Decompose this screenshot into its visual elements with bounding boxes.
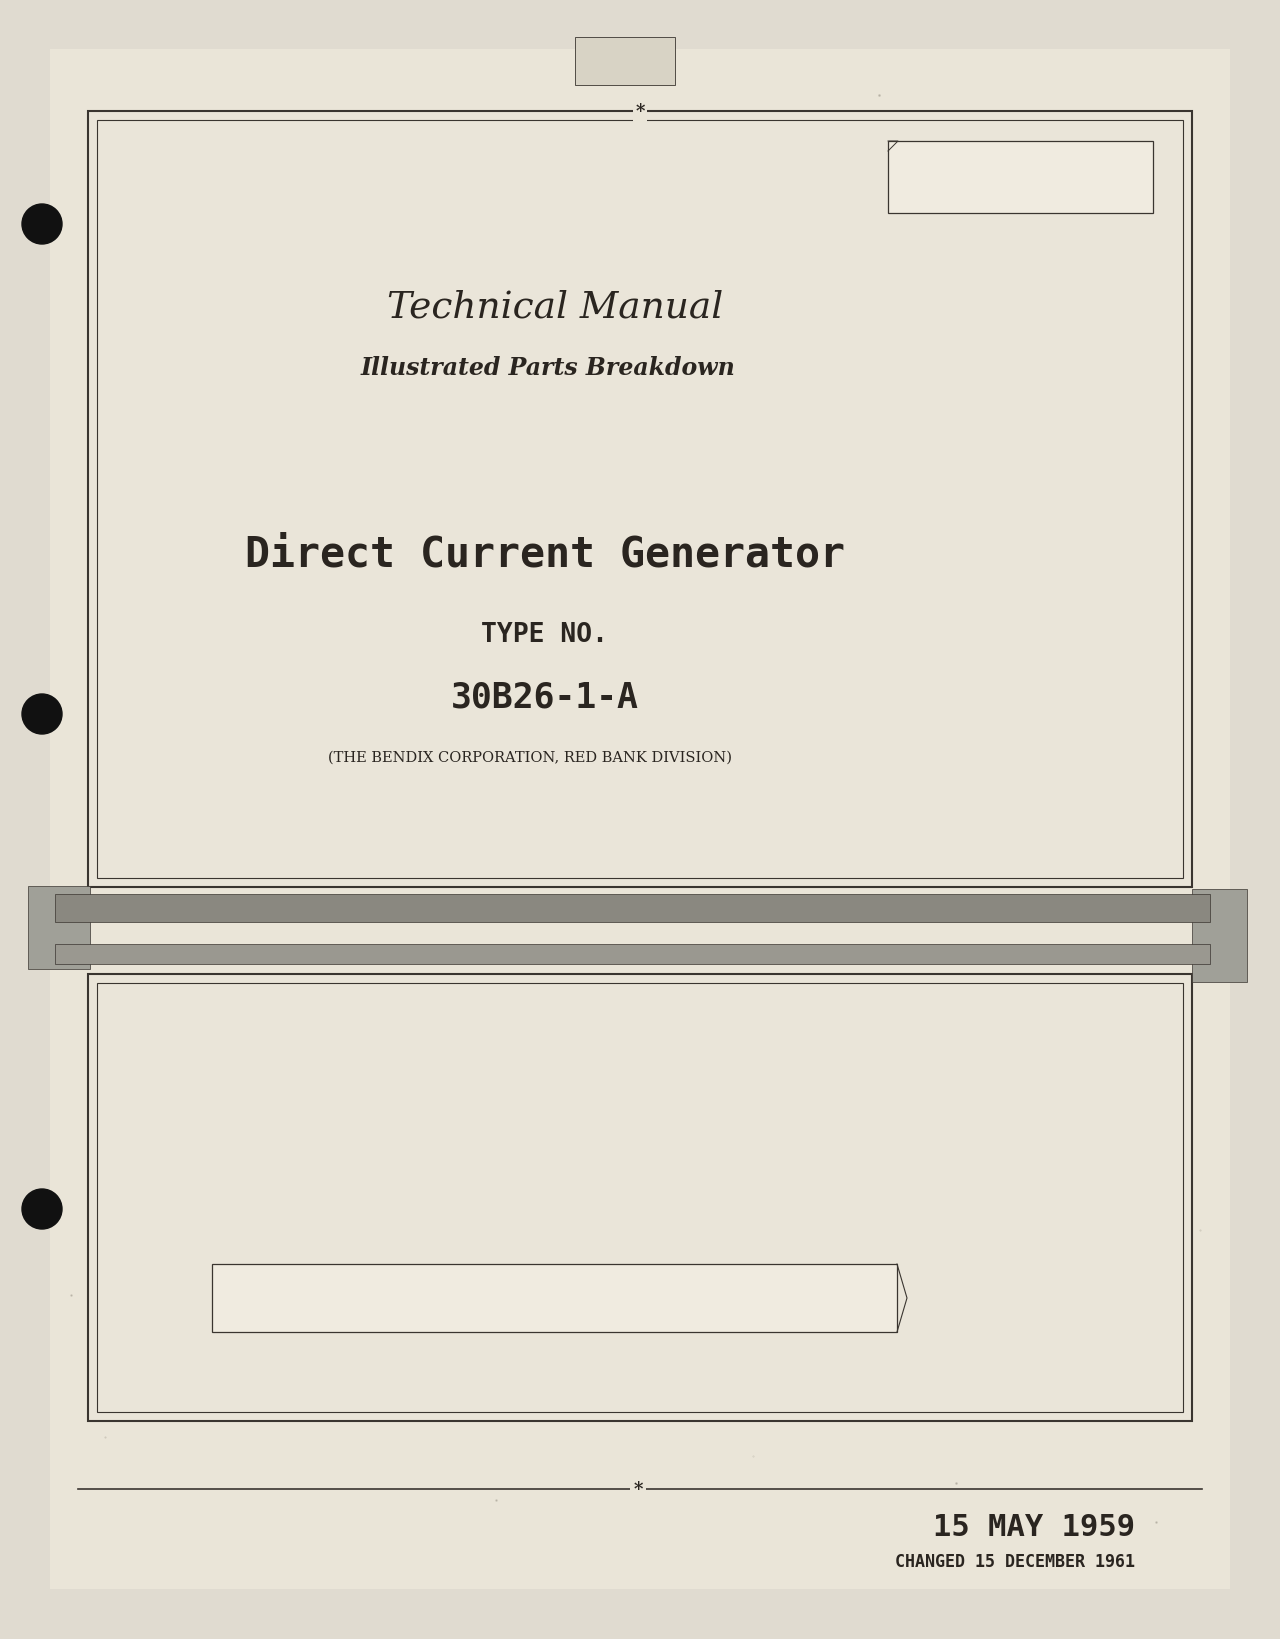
Bar xyxy=(88,975,1192,1421)
Bar xyxy=(888,143,1153,213)
Text: Direct Current Generator: Direct Current Generator xyxy=(244,534,845,575)
Text: *: * xyxy=(635,103,645,121)
Text: (THE BENDIX CORPORATION, RED BANK DIVISION): (THE BENDIX CORPORATION, RED BANK DIVISI… xyxy=(328,751,732,764)
Text: Technical Manual: Technical Manual xyxy=(387,290,723,326)
Bar xyxy=(1192,890,1247,982)
Bar xyxy=(88,111,1192,887)
Text: 30B26-1-A: 30B26-1-A xyxy=(451,680,639,715)
Text: Illustrated Parts Breakdown: Illustrated Parts Breakdown xyxy=(361,356,736,380)
Text: *: * xyxy=(634,1480,643,1498)
Text: CHANGED 15 DECEMBER 1961: CHANGED 15 DECEMBER 1961 xyxy=(895,1552,1135,1570)
Bar xyxy=(575,38,675,85)
Bar xyxy=(55,895,1210,923)
Bar xyxy=(212,1264,897,1333)
Text: TYPE NO.: TYPE NO. xyxy=(481,621,608,647)
Bar xyxy=(97,983,1183,1413)
Circle shape xyxy=(22,695,61,734)
Circle shape xyxy=(22,205,61,244)
Bar xyxy=(97,121,1183,879)
Bar xyxy=(55,944,1210,964)
Circle shape xyxy=(22,1190,61,1229)
Bar xyxy=(28,887,90,969)
Text: 15 MAY 1959: 15 MAY 1959 xyxy=(933,1513,1135,1542)
